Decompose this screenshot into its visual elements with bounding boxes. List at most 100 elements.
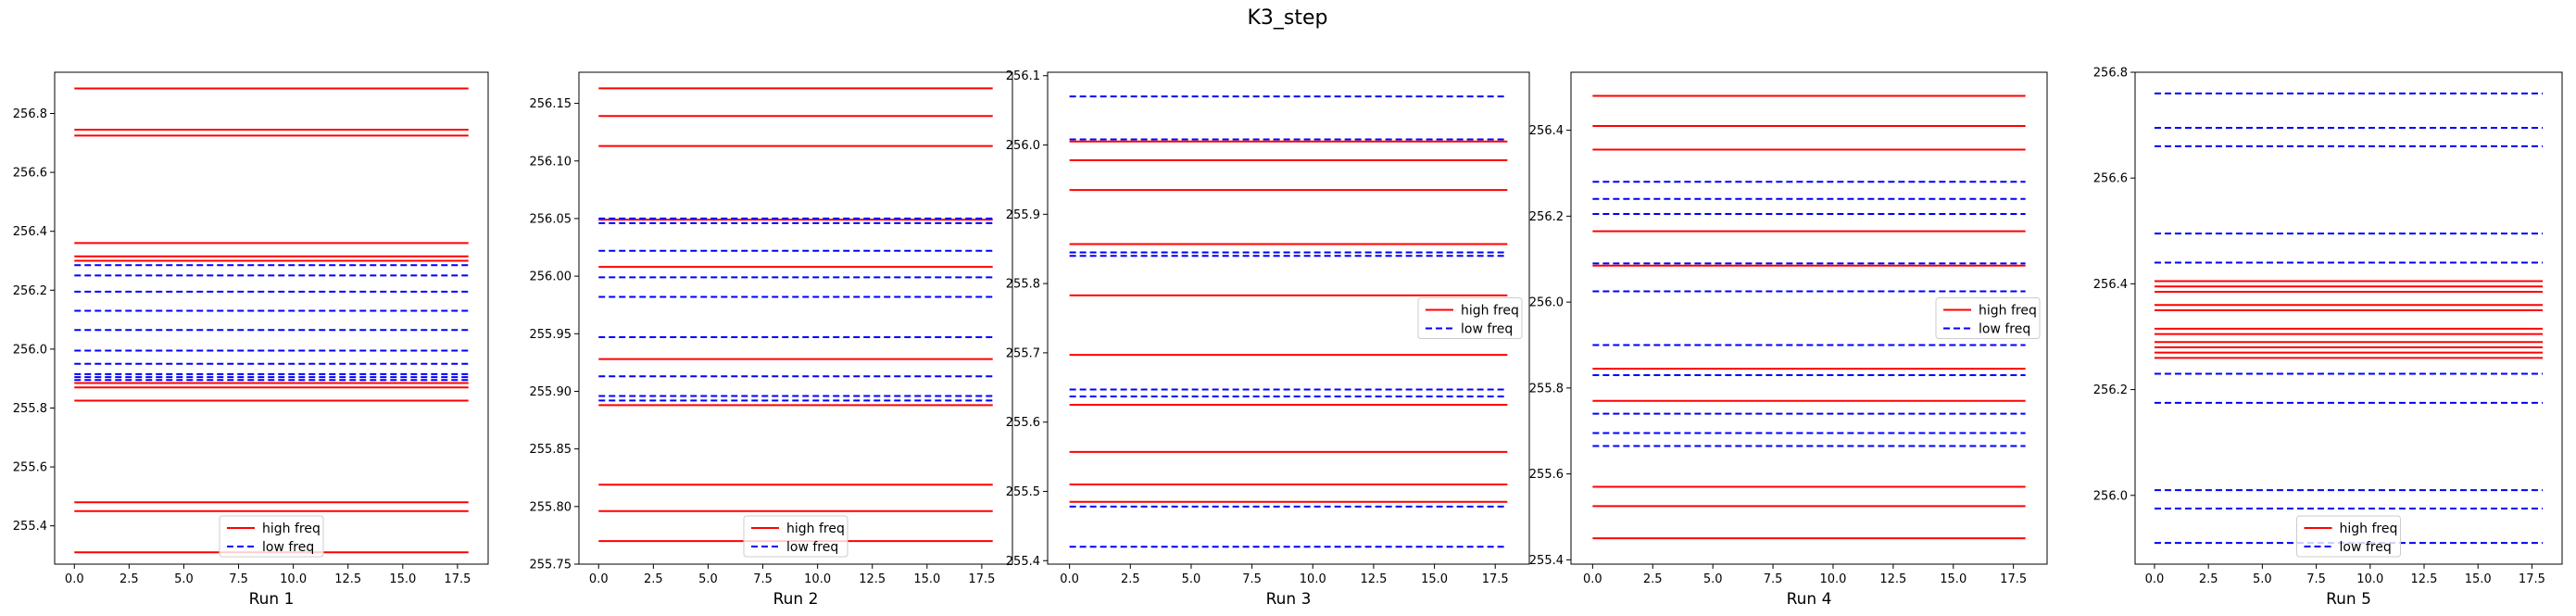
x-tick-label: 10.0 — [2356, 572, 2383, 586]
y-tick-label: 256.0 — [13, 343, 47, 357]
x-tick-label: 7.5 — [753, 572, 773, 586]
y-tick-label: 256.4 — [1529, 124, 1564, 138]
x-tick-label: 0.0 — [589, 572, 609, 586]
y-tick-label: 256.0 — [1006, 139, 1040, 153]
subplot-1: 0.0 2.5 5.0 7.5 10.0 12.5 15.0 17.5 255.4 255.6 25… — [13, 71, 489, 609]
legend-box — [1417, 297, 1523, 339]
figure-title: K3_step — [1247, 6, 1327, 30]
x-tick-label: 5.0 — [174, 572, 194, 586]
x-tick-label: 2.5 — [2199, 572, 2218, 586]
subplot-2: 0.0 2.5 5.0 7.5 10.0 12.5 15.0 17.5 255.75 255.80… — [530, 71, 1013, 609]
y-tick-label: 255.7 — [1006, 346, 1040, 360]
subplot-5: 0.0 2.5 5.0 7.5 10.0 12.5 15.0 17.5 256.0 256.2 25… — [2093, 67, 2563, 609]
y-tick-label: 256.4 — [13, 225, 47, 239]
axes-frame — [1047, 71, 1530, 565]
x-tick-label: 5.0 — [2253, 572, 2272, 586]
y-tick-label: 255.8 — [1006, 278, 1040, 292]
legend-high-freq-label: high freq — [786, 522, 845, 536]
y-tick-label: 255.4 — [1529, 554, 1564, 568]
x-tick-label: 0.0 — [2145, 572, 2165, 586]
y-tick-label: 256.4 — [2093, 278, 2128, 292]
legend-high-freq-label: high freq — [2340, 522, 2398, 536]
x-tick-label: 15.0 — [389, 572, 416, 586]
subplot-4: 0.0 2.5 5.0 7.5 10.0 12.5 15.0 17.5 255.4 255.6 25… — [1529, 71, 2048, 609]
x-tick-label: 10.0 — [804, 572, 831, 586]
x-tick-label: 17.5 — [2519, 572, 2545, 586]
x-tick-label: 0.0 — [1060, 572, 1079, 586]
x-tick-label: 7.5 — [2306, 572, 2326, 586]
x-tick-label: 2.5 — [1121, 572, 1140, 586]
legend-box — [743, 515, 848, 558]
legend-low-freq-label: low freq — [2340, 540, 2392, 555]
x-tick-label: 17.5 — [444, 572, 471, 586]
y-tick-label: 256.0 — [2093, 489, 2128, 503]
x-tick-label: 2.5 — [1643, 572, 1663, 586]
y-tick-label: 255.6 — [1006, 416, 1040, 430]
x-tick-label: 15.0 — [1940, 572, 1967, 586]
x-tick-label: 15.0 — [2465, 572, 2492, 586]
x-tick-label: 15.0 — [913, 572, 940, 586]
legend: high freq low freq — [1417, 297, 1523, 339]
legend-high-freq-label: high freq — [1979, 304, 2037, 319]
axes-frame — [1570, 71, 2048, 565]
x-axis-label: Run 5 — [2326, 590, 2371, 609]
y-tick-label: 256.8 — [2093, 67, 2128, 81]
legend-low-freq-label: low freq — [786, 540, 838, 555]
x-tick-label: 0.0 — [1583, 572, 1602, 586]
y-tick-label: 255.4 — [1006, 555, 1040, 569]
axes-frame — [578, 71, 1013, 565]
x-tick-label: 2.5 — [644, 572, 663, 586]
x-tick-label: 0.0 — [65, 572, 84, 586]
y-tick-label: 256.2 — [13, 284, 47, 298]
x-tick-label: 15.0 — [1421, 572, 1448, 586]
legend-low-freq-label: low freq — [1979, 322, 2030, 337]
x-axis-label: Run 1 — [249, 590, 295, 609]
legend: high freq low freq — [1935, 297, 2041, 339]
y-tick-label: 256.15 — [530, 97, 572, 111]
x-tick-label: 5.0 — [698, 572, 718, 586]
axes-frame — [54, 71, 489, 565]
y-tick-label: 255.8 — [13, 402, 47, 416]
legend: high freq low freq — [2296, 515, 2401, 558]
y-tick-label: 256.6 — [2093, 172, 2128, 186]
legend-low-freq-label: low freq — [262, 540, 314, 555]
legend-box — [2296, 515, 2401, 558]
legend: high freq low freq — [219, 515, 324, 558]
legend-high-freq-label: high freq — [1461, 304, 1519, 319]
y-tick-label: 255.4 — [13, 520, 47, 534]
x-axis-label: Run 2 — [773, 590, 819, 609]
y-tick-label: 255.75 — [530, 559, 572, 572]
y-tick-label: 256.05 — [530, 212, 572, 226]
legend: high freq low freq — [743, 515, 848, 558]
y-tick-label: 256.00 — [530, 270, 572, 284]
y-tick-label: 256.10 — [530, 155, 572, 169]
legend-box — [1935, 297, 2041, 339]
legend-high-freq-label: high freq — [262, 522, 320, 536]
subplot-3: 0.0 2.5 5.0 7.5 10.0 12.5 15.0 17.5 255.4 255.5 25… — [1006, 69, 1530, 609]
x-tick-label: 10.0 — [1819, 572, 1846, 586]
legend-box — [219, 515, 324, 558]
y-tick-label: 256.2 — [1529, 210, 1564, 224]
y-tick-label: 256.2 — [2093, 383, 2128, 397]
x-tick-label: 7.5 — [1242, 572, 1262, 586]
x-tick-label: 12.5 — [859, 572, 886, 586]
x-tick-label: 5.0 — [1182, 572, 1201, 586]
x-tick-label: 5.0 — [1703, 572, 1723, 586]
x-axis-label: Run 3 — [1266, 590, 1312, 609]
x-tick-label: 7.5 — [229, 572, 248, 586]
y-tick-label: 255.8 — [1529, 382, 1564, 396]
x-tick-label: 2.5 — [119, 572, 139, 586]
y-tick-label: 255.85 — [530, 443, 572, 457]
y-tick-label: 256.0 — [1529, 296, 1564, 310]
x-tick-label: 10.0 — [280, 572, 307, 586]
x-tick-label: 12.5 — [334, 572, 361, 586]
y-tick-label: 255.9 — [1006, 208, 1040, 222]
x-tick-label: 10.0 — [1300, 572, 1326, 586]
x-tick-label: 12.5 — [1360, 572, 1387, 586]
y-tick-label: 256.8 — [13, 107, 47, 121]
y-tick-label: 255.6 — [13, 461, 47, 475]
y-tick-label: 256.1 — [1006, 69, 1040, 83]
legend-low-freq-label: low freq — [1461, 322, 1513, 337]
x-tick-label: 17.5 — [2000, 572, 2027, 586]
